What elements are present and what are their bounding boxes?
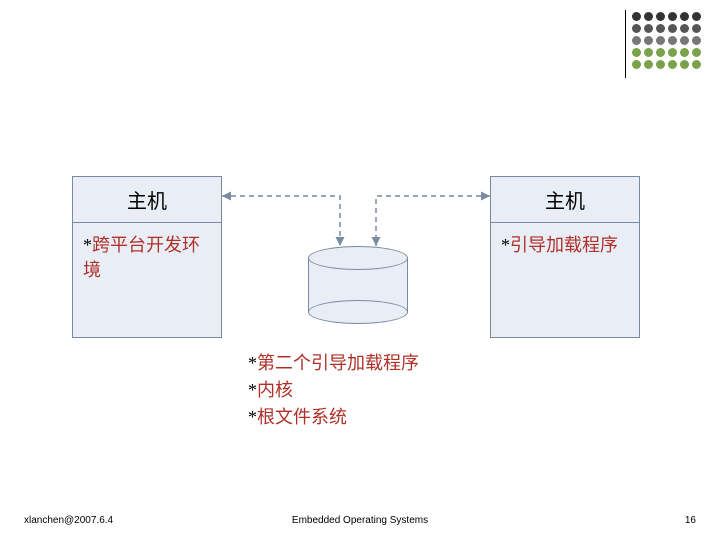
asterisk: * xyxy=(501,235,510,255)
corner-dot-grid xyxy=(630,10,702,70)
right-host-box: 主机 *引导加载程序 xyxy=(490,176,640,338)
right-host-header: 主机 xyxy=(491,177,639,223)
asterisk: * xyxy=(83,235,92,255)
storage-cylinder xyxy=(308,246,408,324)
left-host-body-text: 跨平台开发环境 xyxy=(83,235,200,280)
right-host-body: *引导加载程序 xyxy=(491,223,639,268)
left-host-box: 主机 *跨平台开发环境 xyxy=(72,176,222,338)
corner-vline xyxy=(625,10,626,78)
footer-center: Embedded Operating Systems xyxy=(0,515,720,526)
left-host-header: 主机 xyxy=(73,177,221,223)
cylinder-bottom-ellipse xyxy=(308,300,408,324)
list-item: *根文件系统 xyxy=(248,404,419,431)
list-item: *第二个引导加载程序 xyxy=(248,350,419,377)
footer-right: 16 xyxy=(685,515,696,526)
cylinder-top-ellipse xyxy=(308,246,408,270)
list-item: *内核 xyxy=(248,377,419,404)
middle-component-list: *第二个引导加载程序*内核*根文件系统 xyxy=(248,350,419,431)
right-host-body-text: 引导加载程序 xyxy=(510,235,618,255)
left-host-body: *跨平台开发环境 xyxy=(73,223,221,293)
